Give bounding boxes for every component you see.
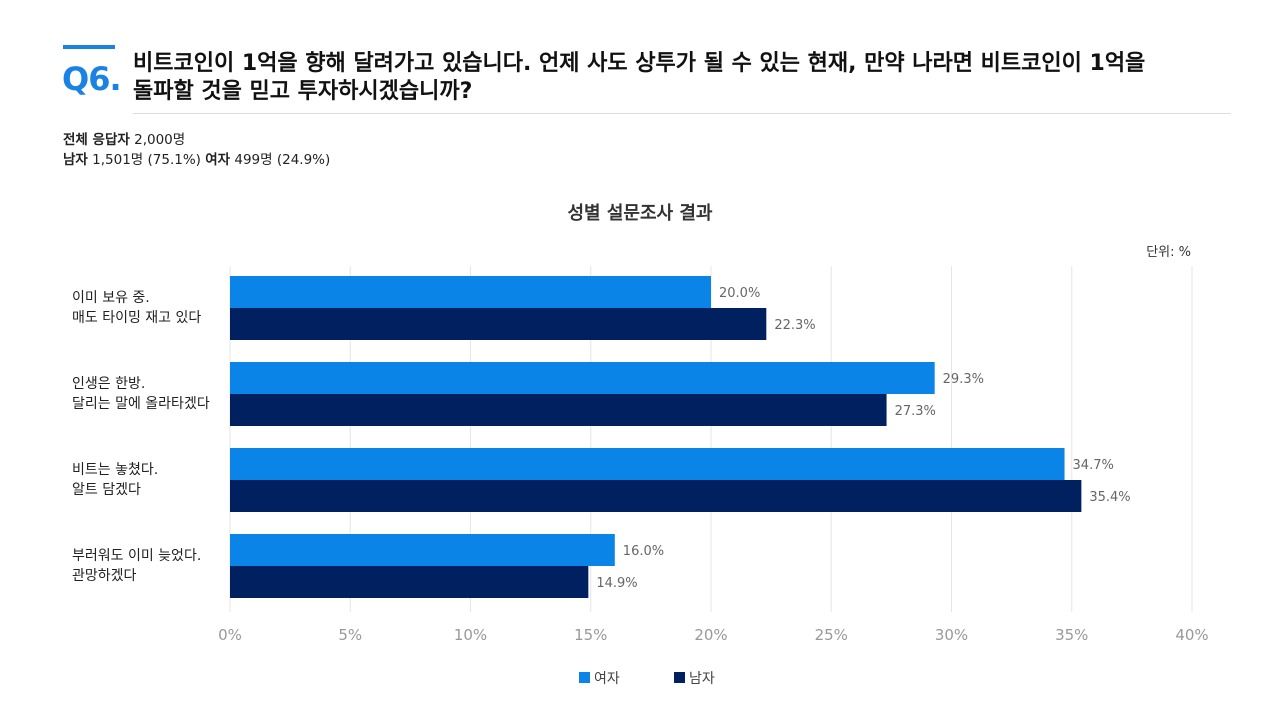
total-label: 전체 응답자 xyxy=(63,132,130,148)
question-text: 비트코인이 1억을 향해 달려가고 있습니다. 언제 사도 상투가 될 수 있는… xyxy=(133,50,1233,106)
category-label: 부러워도 이미 늦었다. xyxy=(72,548,201,564)
bar-male xyxy=(230,394,887,426)
category-label: 인생은 한방. xyxy=(72,376,145,392)
data-label: 22.3% xyxy=(774,318,815,333)
category-label: 매도 타이밍 재고 있다 xyxy=(72,310,201,326)
legend-label: 남자 xyxy=(689,671,715,687)
respondent-info: 전체 응답자 2,000명 남자 1,501명 (75.1%) 여자 499명 … xyxy=(63,130,330,170)
data-label: 34.7% xyxy=(1073,458,1114,473)
chart-title: 성별 설문조사 결과 xyxy=(567,203,713,224)
total-respondents: 전체 응답자 2,000명 xyxy=(63,130,330,150)
x-tick-label: 25% xyxy=(815,626,848,644)
bar-female xyxy=(230,448,1065,480)
bar-female xyxy=(230,276,711,308)
data-label: 35.4% xyxy=(1089,490,1130,505)
bar-male xyxy=(230,566,589,598)
x-tick-label: 35% xyxy=(1055,626,1088,644)
data-label: 16.0% xyxy=(623,544,664,559)
x-tick-label: 0% xyxy=(218,626,242,644)
legend-swatch xyxy=(674,672,685,683)
total-value: 2,000명 xyxy=(134,132,186,148)
legend-swatch xyxy=(579,672,590,683)
category-label: 알트 담겠다 xyxy=(72,482,141,498)
x-tick-label: 5% xyxy=(338,626,362,644)
data-label: 29.3% xyxy=(943,372,984,387)
data-label: 27.3% xyxy=(895,404,936,419)
female-label: 여자 xyxy=(205,152,231,168)
legend-label: 여자 xyxy=(594,671,620,687)
x-tick-label: 20% xyxy=(694,626,727,644)
category-label: 이미 보유 중. xyxy=(72,290,150,306)
x-tick-label: 10% xyxy=(454,626,487,644)
data-label: 14.9% xyxy=(596,576,637,591)
category-label: 달리는 말에 올라타겠다 xyxy=(72,396,210,412)
x-tick-label: 15% xyxy=(574,626,607,644)
bar-female xyxy=(230,362,935,394)
header-divider xyxy=(133,113,1231,114)
male-value: 1,501명 (75.1%) xyxy=(92,152,201,168)
x-tick-label: 30% xyxy=(935,626,968,644)
question-number: Q6. xyxy=(62,60,122,98)
question-line-2: 돌파할 것을 믿고 투자하시겠습니까? xyxy=(133,79,473,104)
data-label: 20.0% xyxy=(719,286,760,301)
bar-male xyxy=(230,480,1082,512)
female-value: 499명 (24.9%) xyxy=(234,152,331,168)
question-line-1: 비트코인이 1억을 향해 달려가고 있습니다. 언제 사도 상투가 될 수 있는… xyxy=(133,51,1146,76)
male-label: 남자 xyxy=(63,152,88,168)
bar-male xyxy=(230,308,767,340)
x-tick-label: 40% xyxy=(1175,626,1208,644)
category-label: 관망하겠다 xyxy=(72,568,137,584)
bar-female xyxy=(230,534,615,566)
question-accent-bar xyxy=(63,45,115,49)
unit-label: 단위: % xyxy=(1146,245,1191,260)
category-label: 비트는 놓쳤다. xyxy=(72,462,158,478)
gender-breakdown: 남자 1,501명 (75.1%) 여자 499명 (24.9%) xyxy=(63,150,330,170)
